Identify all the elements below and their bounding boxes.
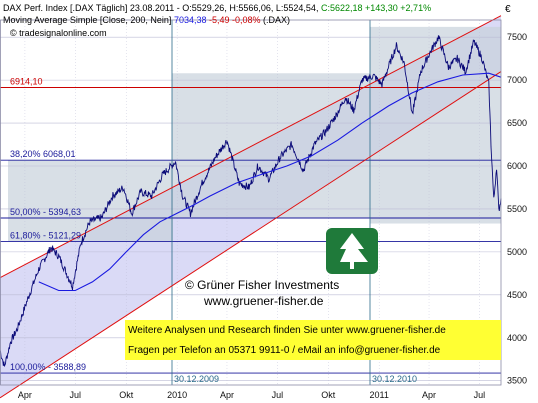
y-tick-label: 6000 — [507, 161, 527, 171]
plot-frame — [0, 19, 502, 386]
x-tick-label: Jul — [70, 390, 82, 400]
annotations: 3500 4000 4500 5000 5500 6000 6500 7000 7500 Apr J… — [3, 3, 527, 400]
x-tick-label: Jul — [474, 390, 486, 400]
currency-symbol: € — [505, 4, 511, 15]
date-label-right: 30.12.2010 — [372, 374, 417, 384]
channel-lower-line — [0, 71, 502, 399]
x-tick-label: Apr — [220, 390, 234, 400]
header-line-1: DAX Perf. Index [.DAX Täglich] 23.08.201… — [3, 3, 431, 13]
y-tick-label: 3500 — [507, 376, 527, 386]
y-tick-label: 6500 — [507, 118, 527, 128]
x-tick-label: Apr — [422, 390, 436, 400]
level-label-0: 6914,10 — [10, 76, 43, 86]
x-tick-label: 2010 — [167, 390, 187, 400]
retracement-zone-right — [370, 26, 501, 224]
y-tick-label: 4000 — [507, 333, 527, 343]
retracement-zone-left — [8, 160, 173, 242]
header-line-2: Moving Average Simple [Close, 200, Nein]… — [3, 15, 290, 25]
x-tick-label: Apr — [18, 390, 32, 400]
x-tick-label: 2011 — [370, 390, 389, 400]
retracement-zone-middle — [172, 73, 370, 218]
series-moving-average-line — [38, 72, 502, 292]
y-tick-label: 7000 — [507, 75, 527, 85]
gruener-fisher-logo — [326, 228, 378, 274]
watermark-url: www.gruener-fisher.de — [203, 294, 324, 308]
y-tick-label: 5500 — [507, 204, 527, 214]
date-label-left: 30.12.2009 — [174, 374, 219, 384]
level-label-3: 61,80% - 5121,29 — [10, 230, 81, 240]
level-label-4: 100,00% - 3588,89 — [10, 362, 86, 372]
x-tick-label: Okt — [119, 390, 134, 400]
level-label-1: 38,20% 6068,01 — [10, 149, 76, 159]
y-tick-label: 5000 — [507, 247, 527, 257]
plot-area — [0, 15, 502, 399]
y-tick-label: 4500 — [507, 290, 527, 300]
watermark-company: © Grüner Fisher Investments — [185, 278, 339, 292]
source-credit: © tradesignalonline.com — [10, 28, 107, 38]
tree-icon — [340, 233, 368, 262]
info-banner-line-2: Fragen per Telefon an 05371 9911-0 / eMa… — [128, 345, 441, 356]
tree-trunk-icon — [350, 262, 354, 269]
info-banner-line-1: Weitere Analysen und Research finden Sie… — [128, 325, 446, 336]
info-banner — [125, 320, 501, 360]
level-label-2: 50,00% - 5394,63 — [10, 207, 81, 217]
channel-upper-line — [0, 15, 502, 279]
x-tick-label: Okt — [321, 390, 336, 400]
y-tick-label: 7500 — [507, 32, 527, 42]
x-tick-label: Jul — [272, 390, 284, 400]
